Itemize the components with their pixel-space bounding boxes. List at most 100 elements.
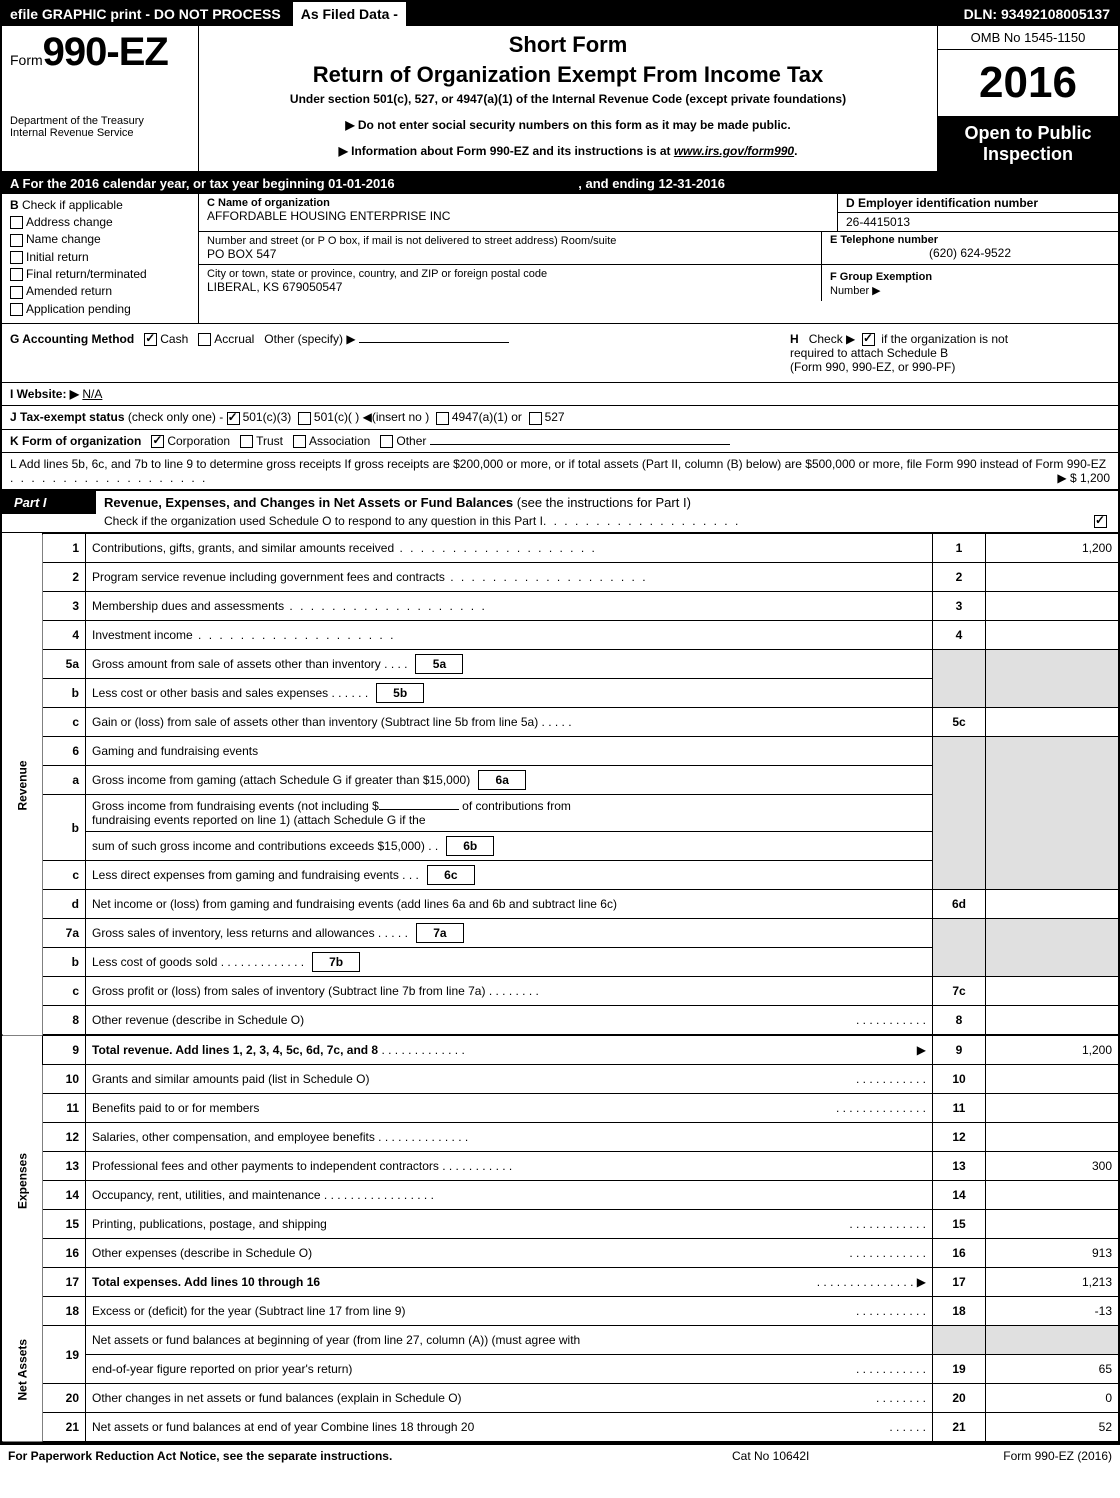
footer-paperwork: For Paperwork Reduction Act Notice, see …	[8, 1449, 732, 1463]
part-i-check-text: Check if the organization used Schedule …	[104, 514, 543, 528]
chk-final-return[interactable]	[10, 268, 23, 281]
chk-application-pending[interactable]	[10, 303, 23, 316]
other-specify-line[interactable]	[359, 342, 509, 343]
line-7a-ibox: 7a	[416, 923, 464, 943]
line-7b-desc: Less cost of goods sold	[92, 955, 217, 969]
line-8-box: 8	[933, 1006, 986, 1036]
line-11-desc: Benefits paid to or for members	[92, 1101, 259, 1115]
line-5a-num: 5a	[43, 650, 86, 679]
chk-part-i-schedule-o[interactable]	[1094, 515, 1107, 528]
d-ein-box: D Employer identification number 26-4415…	[838, 194, 1118, 232]
line-5a: 5a Gross amount from sale of assets othe…	[2, 650, 1118, 679]
line-1-val: 1,200	[986, 534, 1119, 563]
row-a-mid: , and ending	[578, 176, 658, 191]
chk-501c3[interactable]	[227, 412, 240, 425]
line-16-desc: Other expenses (describe in Schedule O)	[92, 1246, 312, 1260]
efile-label: efile GRAPHIC print - DO NOT PROCESS	[2, 2, 289, 26]
line-14-num: 14	[43, 1181, 86, 1210]
line-13-desc: Professional fees and other payments to …	[92, 1159, 439, 1173]
line-18-desc: Excess or (deficit) for the year (Subtra…	[92, 1304, 405, 1318]
j-label: J Tax-exempt status	[10, 410, 125, 424]
notice-info-link[interactable]: www.irs.gov/form990	[674, 144, 794, 158]
line-17-val: 1,213	[986, 1268, 1119, 1297]
line-11-val	[986, 1094, 1119, 1123]
chk-trust[interactable]	[240, 435, 253, 448]
j-text: (check only one) -	[128, 410, 223, 424]
b-check-if: Check if applicable	[22, 198, 123, 212]
chk-corporation[interactable]	[151, 435, 164, 448]
dln-label: DLN: 93492108005137	[956, 2, 1118, 26]
under-section: Under section 501(c), 527, or 4947(a)(1)…	[209, 92, 927, 106]
e-telephone-box: E Telephone number (620) 624-9522	[822, 232, 1118, 265]
line-9-num: 9	[43, 1035, 86, 1065]
i-label: I Website: ▶	[10, 387, 79, 401]
tax-year: 2016	[938, 50, 1118, 117]
omb-number: OMB No 1545-1150	[938, 26, 1118, 50]
line-5c: c Gain or (loss) from sale of assets oth…	[2, 708, 1118, 737]
line-3: 3 Membership dues and assessments 3	[2, 592, 1118, 621]
line-10-num: 10	[43, 1065, 86, 1094]
line-12-num: 12	[43, 1123, 86, 1152]
k-other-line[interactable]	[430, 444, 730, 445]
line-16-val: 913	[986, 1239, 1119, 1268]
line-12-desc: Salaries, other compensation, and employ…	[92, 1130, 375, 1144]
line-7c-box: 7c	[933, 977, 986, 1006]
line-9-arrow: ▶	[917, 1043, 926, 1057]
chk-cash[interactable]	[144, 333, 157, 346]
lbl-association: Association	[309, 434, 370, 448]
line-20-box: 20	[933, 1384, 986, 1413]
line-8-num: 8	[43, 1006, 86, 1036]
k-form-org-row: K Form of organization Corporation Trust…	[2, 430, 1118, 453]
line-5ab-shade-val	[986, 650, 1119, 708]
line-21-box: 21	[933, 1413, 986, 1442]
chk-amended-return[interactable]	[10, 286, 23, 299]
line-5c-desc: Gain or (loss) from sale of assets other…	[92, 715, 538, 729]
line-18: Net Assets 18 Excess or (deficit) for th…	[2, 1297, 1118, 1326]
lbl-4947a1: 4947(a)(1) or	[452, 410, 522, 424]
line-19-num: 19	[43, 1326, 86, 1384]
chk-4947a1[interactable]	[436, 412, 449, 425]
chk-name-change[interactable]	[10, 234, 23, 247]
line-13-box: 13	[933, 1152, 986, 1181]
line-2-dots	[445, 570, 648, 584]
line-6b-desc-pre: Gross income from fundraising events (no…	[92, 799, 379, 813]
notice-info: ▶ Information about Form 990-EZ and its …	[209, 144, 927, 158]
h-check-arrow: Check ▶	[809, 332, 856, 346]
chk-501c[interactable]	[298, 412, 311, 425]
chk-address-change[interactable]	[10, 216, 23, 229]
line-6b-ibox: 6b	[446, 836, 494, 856]
line-4-val	[986, 621, 1119, 650]
line-19-2: end-of-year figure reported on prior yea…	[2, 1355, 1118, 1384]
lbl-insert-no: ◀(insert no )	[363, 410, 430, 424]
line-2: 2 Program service revenue including gove…	[2, 563, 1118, 592]
line-12: 12 Salaries, other compensation, and emp…	[2, 1123, 1118, 1152]
dept-line2: Internal Revenue Service	[10, 127, 190, 139]
line-7b-ibox: 7b	[312, 952, 360, 972]
lbl-name-change: Name change	[26, 232, 101, 246]
line-6: 6 Gaming and fundraising events	[2, 737, 1118, 766]
line-14-desc: Occupancy, rent, utilities, and maintena…	[92, 1188, 321, 1202]
row-a-pre: A For the 2016 calendar year, or tax yea…	[10, 176, 328, 191]
line-7a-num: 7a	[43, 919, 86, 948]
line-8: 8 Other revenue (describe in Schedule O)…	[2, 1006, 1118, 1036]
h-text2: required to attach Schedule B	[790, 346, 948, 360]
chk-k-other[interactable]	[380, 435, 393, 448]
col-c-d-e-f: C Name of organization AFFORDABLE HOUSIN…	[199, 194, 1118, 323]
lbl-corporation: Corporation	[167, 434, 230, 448]
line-7c-val	[986, 977, 1119, 1006]
chk-h-not-required[interactable]	[862, 333, 875, 346]
lbl-application-pending: Application pending	[26, 302, 131, 316]
line-6b-blank[interactable]	[379, 809, 459, 810]
city-value: LIBERAL, KS 679050547	[207, 280, 813, 294]
line-21-val: 52	[986, 1413, 1119, 1442]
line-9-box: 9	[933, 1035, 986, 1065]
chk-association[interactable]	[293, 435, 306, 448]
line-13-val: 300	[986, 1152, 1119, 1181]
h-label: H	[790, 332, 799, 346]
chk-accrual[interactable]	[198, 333, 211, 346]
chk-initial-return[interactable]	[10, 251, 23, 264]
line-6d-desc: Net income or (loss) from gaming and fun…	[92, 897, 617, 911]
website-value: N/A	[82, 387, 102, 401]
chk-527[interactable]	[529, 412, 542, 425]
h-check: H Check ▶ if the organization is not req…	[790, 332, 1110, 374]
